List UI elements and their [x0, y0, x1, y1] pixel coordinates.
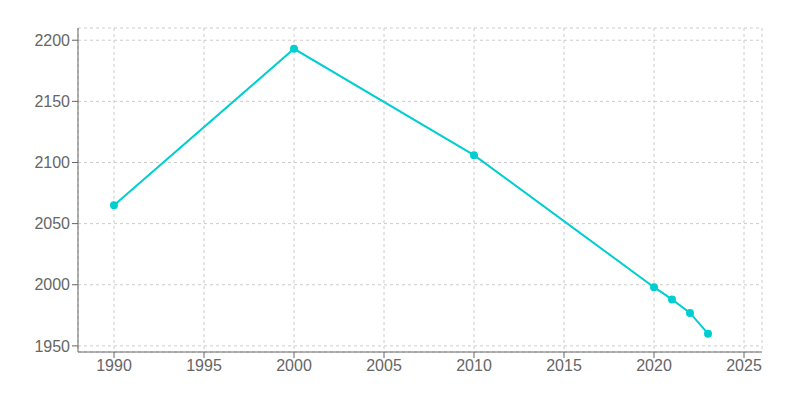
svg-text:2050: 2050 — [34, 215, 70, 232]
svg-text:2000: 2000 — [34, 276, 70, 293]
svg-text:2005: 2005 — [366, 357, 402, 374]
svg-text:1990: 1990 — [96, 357, 132, 374]
svg-text:2015: 2015 — [546, 357, 582, 374]
svg-text:2010: 2010 — [456, 357, 492, 374]
svg-text:1950: 1950 — [34, 338, 70, 355]
svg-text:2025: 2025 — [726, 357, 762, 374]
svg-text:2150: 2150 — [34, 93, 70, 110]
svg-text:2100: 2100 — [34, 154, 70, 171]
svg-text:2000: 2000 — [276, 357, 312, 374]
svg-text:2200: 2200 — [34, 32, 70, 49]
svg-text:2020: 2020 — [636, 357, 672, 374]
svg-text:1995: 1995 — [186, 357, 222, 374]
